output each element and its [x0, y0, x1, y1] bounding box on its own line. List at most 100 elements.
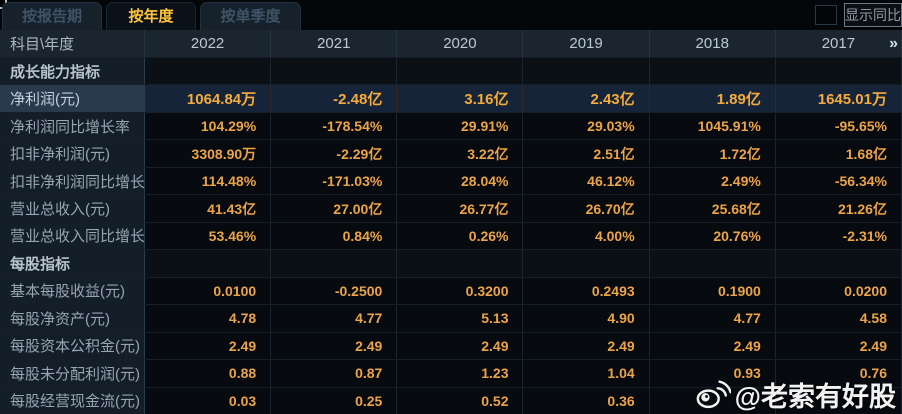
value-cell: 1.72亿 [649, 140, 776, 167]
value-cell: 29.91% [397, 112, 524, 140]
row-label: 营业总收入同比增长率 [0, 222, 145, 250]
value-cell: 3.16亿 [397, 85, 524, 112]
row-label: 基本每股收益(元) [0, 277, 145, 305]
table-row[interactable]: 每股净资产(元) 4.78 4.77 5.13 4.90 4.77 4.58 [0, 304, 902, 332]
table-row[interactable]: 扣非净利润(元) 3308.90万 -2.29亿 3.22亿 2.51亿 1.72亿 1.6… [0, 139, 902, 167]
value-cell: -2.29亿 [271, 140, 398, 167]
value-cell: 2.51亿 [523, 140, 650, 167]
value-cell: 4.77 [271, 305, 398, 332]
value-cell: 3.22亿 [397, 140, 524, 167]
value-cell [523, 58, 650, 85]
value-cell: 0.52 [397, 387, 524, 414]
value-cell [649, 387, 776, 414]
value-cell: 20.76% [649, 222, 776, 250]
value-cell: 0.26% [397, 222, 524, 250]
show-yoy-checkbox[interactable] [815, 5, 837, 25]
row-label: 成长能力指标 [0, 58, 145, 85]
value-cell [523, 250, 650, 277]
value-cell: 0.25 [271, 387, 398, 414]
value-cell: 46.12% [523, 167, 650, 195]
value-cell: 2.49 [145, 332, 272, 360]
year-header-2017: 2017 » [776, 30, 902, 57]
value-cell [145, 58, 272, 85]
table-row[interactable]: 每股经营现金流(元) 0.03 0.25 0.52 0.36 [0, 386, 902, 414]
year-header-2020: 2020 [397, 30, 524, 57]
value-cell: -0.2500 [271, 277, 398, 305]
table-row[interactable]: 每股资本公积金(元) 2.49 2.49 2.49 2.49 2.49 2.49 [0, 331, 902, 360]
value-cell: 41.43亿 [145, 195, 272, 222]
value-cell: 1.68亿 [775, 140, 902, 167]
value-cell: 2.49 [397, 332, 524, 360]
value-cell [775, 387, 902, 414]
value-cell: 4.00% [523, 222, 650, 250]
value-cell [775, 250, 902, 277]
value-cell: 0.3200 [397, 277, 524, 305]
row-label: 每股净资产(元) [0, 305, 145, 332]
row-label: 扣非净利润同比增长率 [0, 167, 145, 195]
show-yoy-label[interactable]: 显示同比 [844, 3, 902, 27]
value-cell [649, 250, 776, 277]
value-cell: 3308.90万 [145, 140, 272, 167]
value-cell: 2.49% [649, 167, 776, 195]
value-cell: 25.68亿 [649, 195, 776, 222]
value-cell: -56.34% [775, 167, 902, 195]
table-row[interactable]: 营业总收入(元) 41.43亿 27.00亿 26.77亿 26.70亿 25.68亿 21… [0, 194, 902, 222]
value-cell: 1064.84万 [145, 85, 272, 112]
table-row[interactable]: 基本每股收益(元) 0.0100 -0.2500 0.3200 0.2493 0.1900… [0, 276, 902, 305]
value-cell: 2.49 [523, 332, 650, 360]
value-cell [145, 250, 272, 277]
value-cell: 4.58 [775, 305, 902, 332]
value-cell: 0.2493 [523, 277, 650, 305]
value-cell: 114.48% [145, 167, 272, 195]
value-cell [271, 58, 398, 85]
tab-single-quarter[interactable]: 按单季度 [200, 2, 301, 30]
value-cell: 104.29% [145, 112, 272, 140]
tab-annual[interactable]: 按年度 [106, 2, 196, 30]
table-header-row: 科目\年度 2022 2021 2020 2019 2018 2017 » [0, 30, 902, 57]
value-cell: 0.76 [775, 360, 902, 387]
value-cell: 1.23 [397, 360, 524, 387]
value-cell: 0.84% [271, 222, 398, 250]
value-cell: -95.65% [775, 112, 902, 140]
period-tabbar: 按报告期 按年度 按单季度 显示同比 [0, 0, 902, 30]
row-label: 扣非净利润(元) [0, 140, 145, 167]
value-cell: 0.93 [649, 360, 776, 387]
chevron-right-double-icon[interactable]: » [889, 34, 898, 52]
value-cell: 0.0200 [775, 277, 902, 305]
value-cell: 0.36 [523, 387, 650, 414]
tab-report-period[interactable]: 按报告期 [2, 2, 102, 30]
table-row[interactable]: 扣非净利润同比增长率114.48%-171.03%28.04%46.12%2.4… [0, 166, 902, 195]
value-cell: 2.43亿 [523, 85, 650, 112]
value-cell: 26.77亿 [397, 195, 524, 222]
value-cell: 1.04 [523, 360, 650, 387]
value-cell [775, 58, 902, 85]
table-row[interactable]: 净利润同比增长率 104.29% -178.54% 29.91% 29.03% 1045.… [0, 111, 902, 140]
value-cell: 28.04% [397, 167, 524, 195]
year-header-2021: 2021 [271, 30, 398, 57]
table-row[interactable]: 成长能力指标 [0, 57, 902, 85]
value-cell [649, 58, 776, 85]
year-header-2017-label: 2017 [821, 35, 856, 52]
table-row[interactable]: 每股未分配利润(元) 0.88 0.87 1.23 1.04 0.93 0.76 [0, 359, 902, 387]
value-cell: -2.48亿 [271, 85, 398, 112]
value-cell: 0.0100 [145, 277, 272, 305]
value-cell [271, 250, 398, 277]
table-row[interactable]: 每股指标 [0, 249, 902, 277]
value-cell: 0.1900 [649, 277, 776, 305]
value-cell: 5.13 [397, 305, 524, 332]
row-label: 每股未分配利润(元) [0, 360, 145, 387]
row-label: 净利润同比增长率 [0, 112, 145, 140]
row-label: 营业总收入(元) [0, 195, 145, 222]
table-row[interactable]: 营业总收入同比增长率53.46%0.84%0.26%4.00%20.76%-2.… [0, 221, 902, 250]
value-cell: 1645.01万 [775, 85, 902, 112]
year-header-2018: 2018 [650, 30, 776, 57]
row-label: 每股指标 [0, 250, 145, 277]
value-cell: 2.49 [775, 332, 902, 360]
value-cell: 0.88 [145, 360, 272, 387]
value-cell: 21.26亿 [775, 195, 902, 222]
table-row[interactable]: 净利润(元) 1064.84万 -2.48亿 3.16亿 2.43亿 1.89亿 1645.… [0, 84, 902, 112]
value-cell: 27.00亿 [271, 195, 398, 222]
value-cell [397, 250, 524, 277]
value-cell [397, 58, 524, 85]
value-cell: 2.49 [271, 332, 398, 360]
